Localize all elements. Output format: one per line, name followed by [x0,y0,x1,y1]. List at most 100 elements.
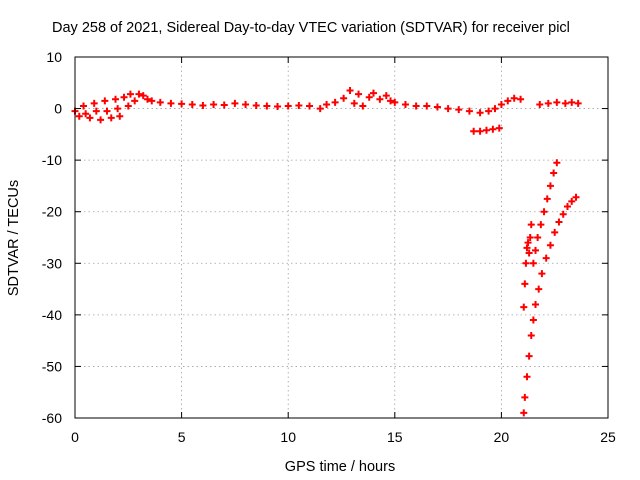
data-point [455,106,463,114]
data-point [520,409,528,417]
data-point [284,102,292,110]
x-tick-label: 25 [600,429,616,445]
data-point [167,99,175,107]
data-point [107,114,115,122]
data-point [369,89,377,97]
data-point [124,102,132,110]
y-tick-labels: -60 -50 -40 -30 -20 -10 0 10 [42,49,62,426]
data-point [523,244,531,252]
data-point [465,107,473,115]
data-point [525,352,533,360]
data-point [412,102,420,110]
data-point [517,95,525,103]
data-point [112,95,120,103]
x-tick-label: 15 [387,429,403,445]
data-point [532,301,540,309]
data-point [131,97,139,105]
data-point [365,93,373,101]
data-point [550,169,558,177]
data-point [523,373,531,381]
data-point [188,100,196,108]
data-point [491,105,499,113]
x-tick-label: 5 [178,429,186,445]
data-point [346,87,354,95]
data-point [444,105,452,113]
data-point [387,97,395,105]
data-point [497,100,505,108]
data-point [495,124,503,132]
data-point [521,280,529,288]
data-point [316,105,324,113]
data-point [323,100,331,108]
data-point [143,95,151,103]
data-point [401,100,409,108]
data-point [529,259,537,267]
data-point [423,102,431,110]
y-tick-label: -10 [42,152,62,168]
data-markers [71,87,582,417]
data-point [242,100,250,108]
data-point [101,97,109,105]
data-point [120,93,128,101]
data-point [350,99,358,107]
data-point [534,234,542,241]
data-point [563,203,571,211]
y-tick-label: 10 [46,49,62,65]
data-point [92,107,100,115]
data-point [470,127,478,135]
data-point [553,98,561,106]
data-point [476,109,484,117]
grid-lines [75,57,608,418]
data-point [199,101,207,109]
data-point [553,159,561,167]
data-point [263,102,271,110]
plot-frame [74,56,609,419]
data-point [543,195,551,203]
y-tick-label: -30 [42,255,62,271]
data-point [75,112,83,120]
data-point [178,100,186,108]
data-point [359,102,367,110]
data-point [355,90,363,98]
data-point [525,249,533,257]
data-point [527,221,535,229]
data-point [568,197,576,205]
data-point [482,126,490,134]
data-point [568,98,576,106]
data-point [540,208,548,216]
axis-ticks [74,56,609,419]
data-point [526,234,534,241]
data-point [156,98,164,106]
data-point [97,116,105,124]
data-point [546,182,554,190]
data-point [331,98,339,106]
x-tick-label: 20 [494,429,510,445]
data-point [382,92,390,100]
data-point [126,90,134,98]
data-point [86,114,94,122]
data-point [574,99,582,107]
data-point [306,102,314,110]
data-point [546,241,554,249]
data-point [544,99,552,107]
data-point [274,103,282,111]
data-point [520,303,528,311]
data-point [527,331,535,339]
data-point [114,105,122,113]
data-point [148,97,156,105]
x-tick-label: 10 [280,429,296,445]
data-point [220,101,228,109]
data-point [510,94,518,102]
data-point [90,99,98,107]
y-tick-label: -60 [42,410,62,426]
data-point [522,259,530,267]
data-point [524,239,532,247]
data-point [376,95,384,103]
data-point [139,92,147,100]
data-point [433,103,441,111]
y-tick-label: 0 [54,101,62,117]
data-point [535,285,543,293]
data-point [551,228,559,236]
data-point [340,94,348,102]
